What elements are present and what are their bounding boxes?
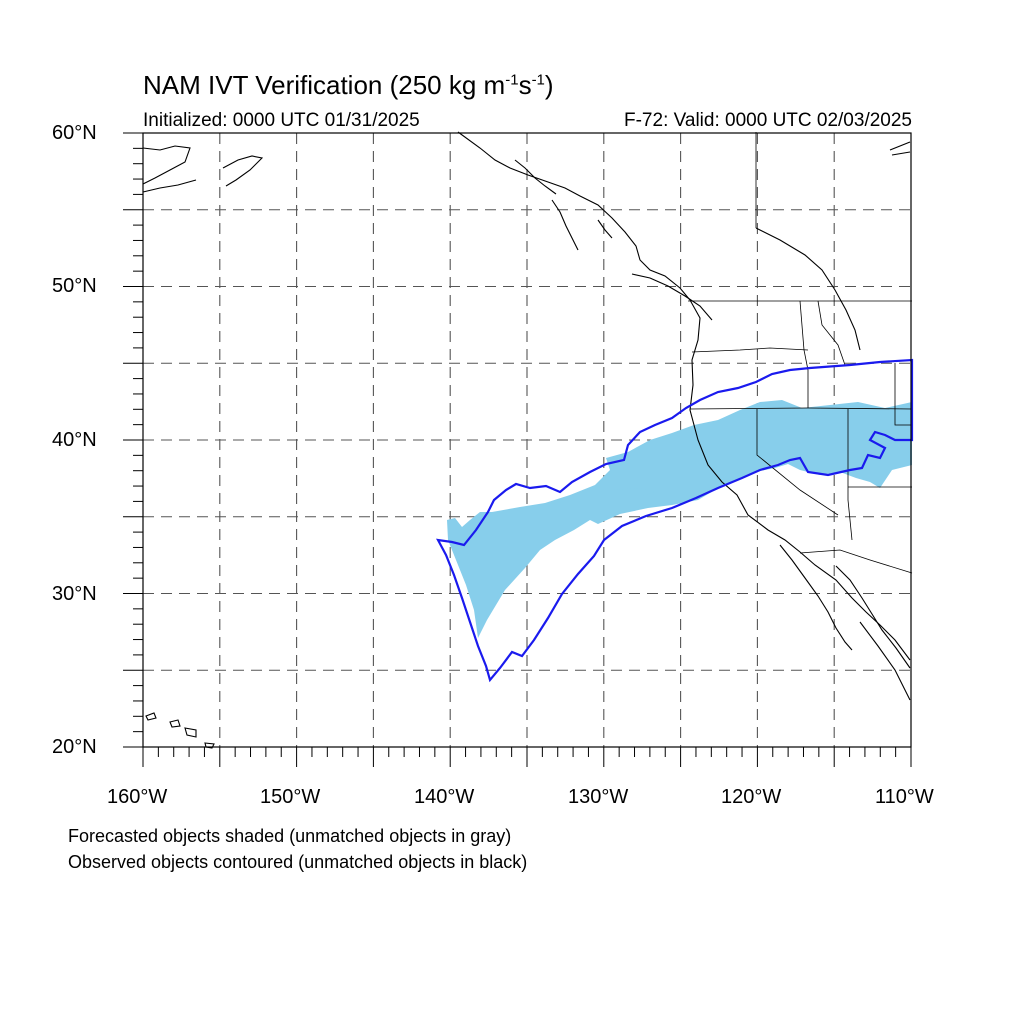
map-title: NAM IVT Verification (250 kg m-1s-1) — [143, 70, 554, 101]
lon-label-140w: 140°W — [414, 786, 475, 808]
lon-label-130w: 130°W — [568, 786, 629, 808]
observed-objects — [436, 358, 914, 683]
lat-label-20n: 20°N — [52, 736, 97, 758]
forecast-objects — [447, 400, 912, 638]
forecast-ivt-fragment — [612, 488, 655, 496]
forecast-ivt-object — [447, 400, 912, 638]
lon-label-160w: 160°W — [107, 786, 168, 808]
lat-label-30n: 30°N — [52, 583, 97, 605]
title-exponent-1: -1 — [505, 71, 519, 89]
observed-ivt-contour — [436, 358, 914, 683]
lat-label-60n: 60°N — [52, 122, 97, 144]
lon-label-110w: 110°W — [875, 786, 934, 808]
initialized-label: Initialized: 0000 UTC 01/31/2025 — [143, 110, 420, 131]
title-suffix: ) — [544, 70, 554, 100]
title-prefix: NAM IVT Verification (250 kg m — [143, 70, 506, 100]
political-borders — [688, 132, 913, 574]
lon-label-120w: 120°W — [721, 786, 782, 808]
title-mid: s — [518, 70, 532, 100]
valid-time-label: F-72: Valid: 0000 UTC 02/03/2025 — [624, 110, 912, 131]
lon-label-150w: 150°W — [260, 786, 321, 808]
axis-ticks — [123, 132, 912, 767]
footer-forecast-note: Forecasted objects shaded (unmatched obj… — [68, 826, 512, 846]
title-exponent-2: -1 — [531, 71, 545, 89]
coastlines-and-borders — [142, 131, 911, 749]
footer-observed-note: Observed objects contoured (unmatched ob… — [68, 852, 528, 872]
lat-label-40n: 40°N — [52, 429, 97, 451]
lat-label-50n: 50°N — [52, 275, 97, 297]
